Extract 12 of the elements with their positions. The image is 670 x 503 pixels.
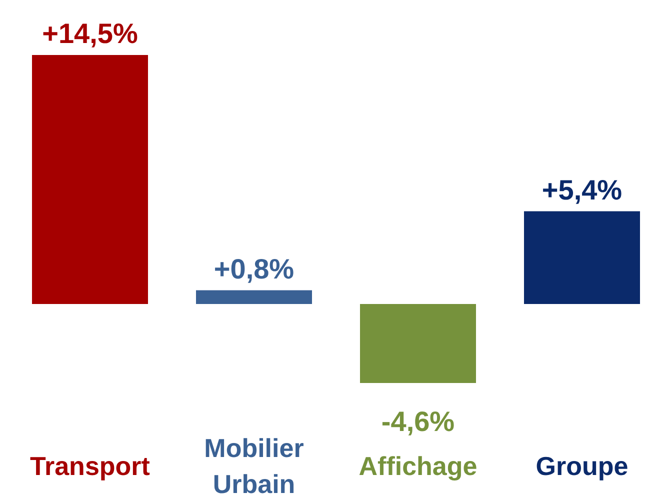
data-label: +0,8% (214, 253, 294, 284)
data-label: +5,4% (542, 174, 622, 206)
x-tick-label: Groupe (536, 451, 628, 481)
bar (524, 211, 640, 304)
x-tick-label: Mobilier Urbain (204, 433, 304, 499)
bar (360, 304, 476, 383)
bar (196, 290, 312, 304)
x-tick-label: Affichage (358, 451, 478, 481)
x-tick-label: Transport (30, 451, 150, 481)
data-label: -4,6% (381, 406, 455, 437)
data-label: +14,5% (42, 18, 138, 49)
bar (32, 55, 148, 304)
